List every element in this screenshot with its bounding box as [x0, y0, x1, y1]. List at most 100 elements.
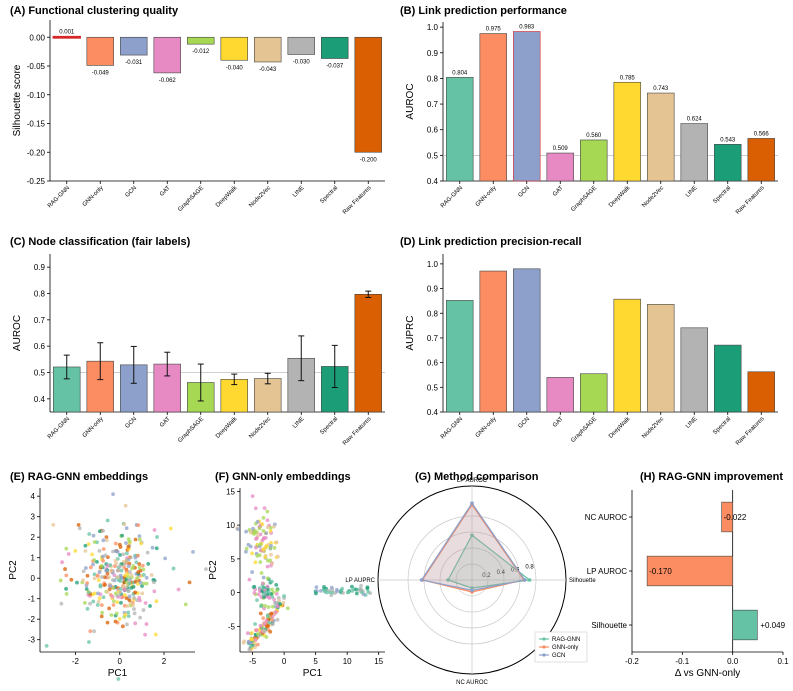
scatter-point: [101, 558, 106, 563]
data-label: -0.043: [259, 67, 277, 73]
bar-graphsage: [580, 139, 608, 182]
scatter-point: [328, 590, 332, 595]
panel-title: (H) RAG-GNN improvement: [640, 471, 783, 483]
scatter-point: [88, 565, 93, 570]
scatter-point: [350, 588, 355, 593]
panel-G: (G) Method comparison 0.2 0.4 0.6 0.8 Silhoue…: [345, 471, 596, 686]
scatter-point: [114, 611, 119, 616]
scatter-point: [124, 541, 128, 545]
scatter-point: [255, 598, 259, 603]
scatter-point: [255, 519, 260, 524]
scatter-point: [270, 622, 275, 627]
x-tick-label: Node2Vec: [641, 185, 665, 209]
y-tick-label: 0.6: [34, 342, 46, 351]
x-tick-label: RAG-GNN: [47, 416, 71, 440]
scatter-point: [244, 529, 249, 534]
y-tick-label: 2: [31, 533, 36, 542]
panel-E: (E) RAG-GNN embeddings -2 0 2 -3 -2 -1 0 1 2 3 4 PC1…: [8, 471, 208, 681]
scatter-point: [110, 594, 115, 599]
scatter-point: [335, 589, 340, 594]
scatter-point: [132, 595, 137, 600]
radar-legend: RAG-GNN GNN-only GCN: [534, 631, 588, 663]
scatter-point: [354, 587, 359, 592]
scatter-point: [126, 544, 131, 549]
scatter-point: [75, 580, 79, 585]
bar-spectral: [714, 144, 742, 182]
radar-axis-label: LP AUROC: [457, 478, 488, 484]
y-tick-label: 0.8: [34, 290, 46, 299]
scatter-point: [141, 581, 146, 586]
x-tick-label: GAT: [552, 185, 565, 198]
data-label: -0.030: [293, 60, 311, 66]
y-tick-label: -0.15: [27, 120, 46, 129]
scatter-point: [255, 642, 260, 647]
scatter-point: [153, 632, 158, 637]
y-tick-label: -1: [28, 595, 36, 604]
scatter-point: [105, 518, 110, 523]
y-tick-label: 5: [231, 555, 236, 564]
scatter-point: [154, 546, 159, 551]
scatter-point: [249, 631, 254, 635]
x-tick-label: Raw Features: [342, 185, 373, 216]
scatter-point: [259, 595, 264, 599]
scatter-point: [354, 591, 359, 596]
y-tick-label: 4: [31, 492, 36, 501]
bar-nc-auroc: [721, 501, 733, 533]
scatter-point: [83, 566, 88, 570]
scatter-point: [133, 579, 138, 584]
y-tick-label: 0.4: [34, 395, 46, 404]
scatter-point: [127, 581, 131, 586]
x-tick-label: Raw Features: [735, 416, 766, 447]
scatter-point: [92, 629, 96, 634]
scatter-point: [97, 596, 102, 601]
scatter-point: [140, 591, 145, 596]
scatter-point: [253, 638, 258, 642]
scatter-point: [258, 542, 263, 546]
scatter-point: [134, 560, 139, 565]
y-tick-label: 0.9: [427, 49, 439, 58]
x-tick-label: RAG-GNN: [440, 416, 464, 440]
scatter-point: [141, 573, 146, 577]
scatter-point: [99, 563, 104, 568]
x-tick-label: 0.0: [727, 657, 739, 666]
data-label: -0.200: [360, 157, 378, 163]
x-tick-label: GraphSAGE: [570, 185, 598, 213]
y-tick-label: 1: [31, 554, 36, 563]
x-tick-label: GCN: [124, 416, 138, 430]
scatter-point: [269, 552, 273, 557]
scatter-point: [176, 587, 181, 592]
scatter-point: [350, 584, 354, 589]
x-tick-label: GNN-only: [475, 185, 498, 208]
y-tick-label: 0.4: [427, 177, 439, 186]
scatter-point: [113, 541, 118, 546]
bar-line: [680, 327, 708, 413]
x-tick-label: GraphSAGE: [177, 416, 205, 444]
scatter-point: [253, 506, 258, 511]
data-label: -0.170: [649, 567, 672, 576]
scatter-point: [126, 564, 131, 569]
scatter-point: [187, 580, 192, 585]
panel-H: (H) RAG-GNN improvement -0.2 -0.1 0.0 0.1 Δ v…: [585, 471, 789, 679]
scatter-point: [244, 546, 249, 551]
scatter-point: [86, 542, 91, 547]
legend-label: RAG-GNN: [552, 637, 580, 643]
x-tick-label: GNN-only: [82, 185, 105, 208]
bar-silhouette: [732, 609, 758, 641]
scatter-point: [105, 589, 110, 594]
radar-axis-label: Silhouette: [569, 578, 596, 584]
scatter-point: [64, 546, 69, 551]
x-tick-label: Raw Features: [342, 416, 373, 447]
scatter-point: [111, 603, 116, 607]
scatter-point: [244, 549, 248, 554]
x-tick-label: 10: [343, 657, 352, 666]
y-tick-label: 0.5: [34, 369, 46, 378]
scatter-point: [272, 546, 277, 550]
scatter-point: [253, 528, 257, 533]
radar-point: [419, 578, 424, 582]
y-tick-label: 0.7: [427, 100, 439, 109]
x-tick-label: GAT: [552, 416, 565, 429]
scatter-point: [266, 605, 271, 610]
scatter-point: [126, 537, 131, 542]
scatter-point: [324, 590, 329, 595]
radar-axis-label: NC AUROC: [456, 680, 488, 686]
